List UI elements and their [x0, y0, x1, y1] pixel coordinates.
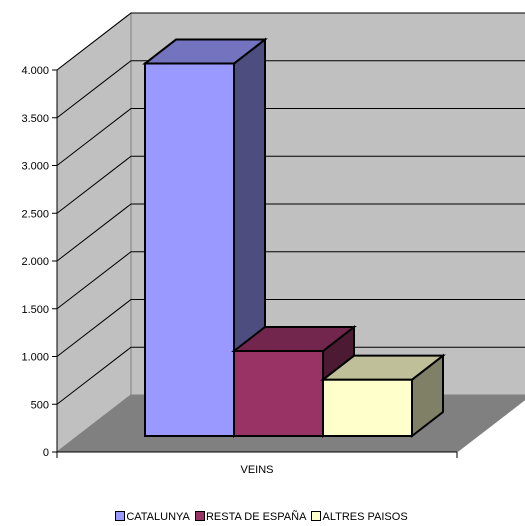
y-tick-label: 4.000: [21, 65, 49, 77]
legend-swatch-altres-paisos: [311, 511, 322, 522]
bar-front-altres-paisos: [322, 378, 413, 437]
gridline: [56, 251, 525, 310]
bar-top-resta-de-espana: [231, 326, 357, 353]
y-tick-label: 2.000: [21, 256, 49, 268]
bar-front-resta-de-espana: [233, 350, 324, 437]
gridline: [56, 108, 525, 166]
gridline: [56, 346, 525, 405]
gridline: [56, 60, 525, 119]
legend-swatch-catalunya: [115, 511, 126, 522]
y-tick-label: 0: [43, 447, 49, 459]
legend-item-catalunya: CATALUNYA: [115, 510, 190, 524]
gridline: [56, 155, 525, 214]
legend-item-altres-paisos: ALTRES PAISOS: [311, 510, 408, 524]
y-tick-label: 1.000: [21, 352, 49, 364]
y-tick-label: 2.500: [21, 208, 49, 220]
gridline: [56, 12, 525, 71]
legend-item-resta-de-espana: RESTA DE ESPAÑA: [194, 510, 307, 524]
bar-top-altres-paisos: [320, 354, 446, 381]
bar-front-catalunya: [144, 62, 235, 437]
y-tick-label: 3.500: [21, 113, 49, 125]
gridline: [56, 299, 525, 357]
y-tick-label: 3.000: [21, 161, 49, 173]
chart-area: 0 500 1.000 1.500 2.000 2.500 3.000 3.500 4.000 V…: [21, 11, 525, 476]
bar-top-catalunya: [142, 38, 268, 65]
legend-label-catalunya: CATALUNYA: [126, 511, 190, 523]
legend-label-resta-de-espana: RESTA DE ESPAÑA: [205, 511, 307, 523]
legend-swatch-resta-de-espana: [194, 511, 205, 522]
x-tick-label: VEINS: [240, 464, 273, 476]
gridline: [56, 203, 525, 262]
chart-legend: CATALUNYA RESTA DE ESPAÑA ALTRES PAISOS: [0, 510, 525, 524]
y-tick-label: 500: [31, 399, 49, 411]
legend-label-altres-paisos: ALTRES PAISOS: [322, 511, 408, 523]
y-tick-label: 1.500: [21, 304, 49, 316]
bar-altres-paisos: [320, 353, 446, 439]
